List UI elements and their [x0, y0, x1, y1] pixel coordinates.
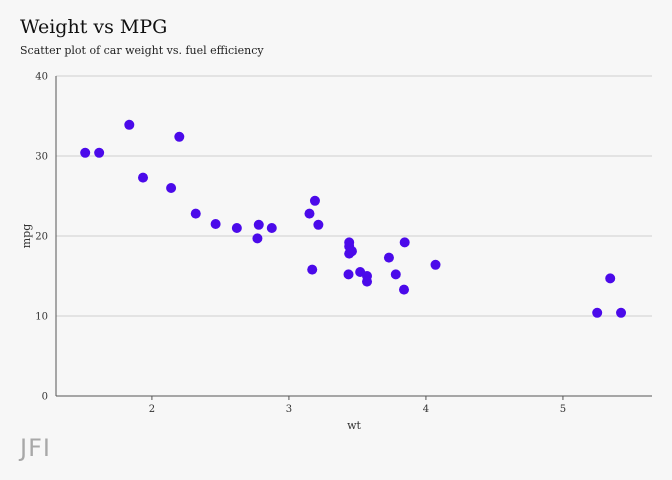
tick-labels: 0 10 20 30 40 2 3 4 5 — [35, 72, 566, 416]
data-point — [309, 195, 320, 206]
data-point — [390, 269, 401, 280]
data-point — [266, 223, 277, 233]
data-point — [190, 208, 201, 219]
data-point — [231, 223, 242, 233]
brand-logo: JFI — [20, 434, 51, 462]
data-point — [592, 307, 603, 318]
data-point — [174, 131, 185, 142]
data-point — [124, 119, 135, 130]
data-point — [138, 172, 149, 183]
y-tick-label: 10 — [35, 312, 48, 323]
x-tick-label: 2 — [149, 404, 155, 415]
x-tick-label: 3 — [286, 404, 292, 415]
y-tick-label: 0 — [42, 392, 48, 403]
chart-title: Weight vs MPG — [20, 16, 168, 38]
y-tick-label: 40 — [35, 72, 48, 83]
data-point — [210, 219, 221, 229]
data-point — [307, 264, 318, 275]
x-axis-title: wt — [347, 419, 361, 432]
data-point — [94, 147, 105, 158]
data-point — [605, 273, 616, 284]
data-point — [253, 219, 264, 230]
data-point — [80, 147, 91, 158]
data-point — [313, 219, 324, 230]
y-tick-label: 20 — [35, 232, 48, 243]
x-tick-label: 4 — [423, 404, 429, 415]
chart-subtitle: Scatter plot of car weight vs. fuel effi… — [20, 44, 264, 57]
gridlines — [56, 75, 652, 317]
data-point — [383, 252, 394, 263]
data-point — [304, 208, 315, 219]
data-point — [166, 183, 177, 193]
data-point — [346, 246, 357, 257]
data-point — [430, 259, 441, 270]
y-tick-label: 30 — [35, 152, 48, 163]
data-point — [362, 276, 373, 287]
data-points — [80, 119, 627, 318]
data-point — [616, 307, 627, 318]
data-point — [343, 269, 354, 280]
data-point — [252, 233, 263, 244]
y-axis-title: mpg — [20, 224, 33, 249]
axes — [55, 76, 652, 400]
data-point — [399, 284, 410, 295]
data-point — [399, 237, 410, 248]
x-tick-label: 5 — [560, 404, 566, 415]
